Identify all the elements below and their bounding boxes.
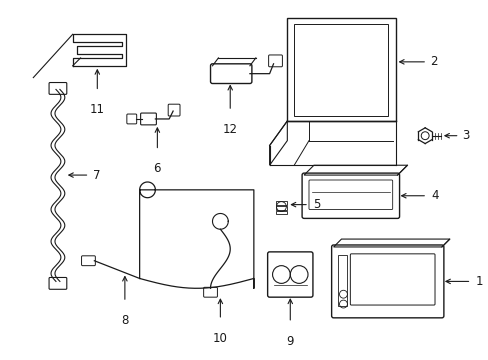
Text: 6: 6 bbox=[153, 162, 161, 175]
FancyBboxPatch shape bbox=[349, 254, 434, 305]
FancyBboxPatch shape bbox=[210, 64, 251, 84]
Bar bbox=[337, 255, 346, 306]
FancyBboxPatch shape bbox=[141, 113, 156, 125]
FancyBboxPatch shape bbox=[49, 278, 67, 289]
Text: 1: 1 bbox=[474, 275, 482, 288]
Text: 4: 4 bbox=[430, 189, 438, 202]
Bar bbox=[275, 206, 287, 210]
Text: 9: 9 bbox=[286, 334, 293, 347]
FancyBboxPatch shape bbox=[267, 252, 312, 297]
FancyBboxPatch shape bbox=[168, 104, 180, 116]
FancyBboxPatch shape bbox=[268, 55, 282, 67]
Text: 11: 11 bbox=[90, 103, 104, 116]
Text: 2: 2 bbox=[429, 55, 437, 68]
Text: 7: 7 bbox=[93, 168, 101, 181]
Text: 3: 3 bbox=[462, 129, 469, 142]
Bar bbox=[275, 201, 287, 204]
Text: 10: 10 bbox=[212, 332, 227, 345]
Text: 8: 8 bbox=[121, 314, 128, 327]
FancyBboxPatch shape bbox=[49, 82, 67, 94]
Bar bbox=[275, 211, 287, 215]
FancyBboxPatch shape bbox=[308, 180, 392, 210]
FancyBboxPatch shape bbox=[302, 173, 399, 219]
FancyBboxPatch shape bbox=[203, 287, 217, 297]
FancyBboxPatch shape bbox=[81, 256, 95, 266]
FancyBboxPatch shape bbox=[331, 245, 443, 318]
Text: 5: 5 bbox=[312, 198, 320, 211]
Text: 12: 12 bbox=[222, 123, 237, 136]
FancyBboxPatch shape bbox=[126, 114, 137, 124]
